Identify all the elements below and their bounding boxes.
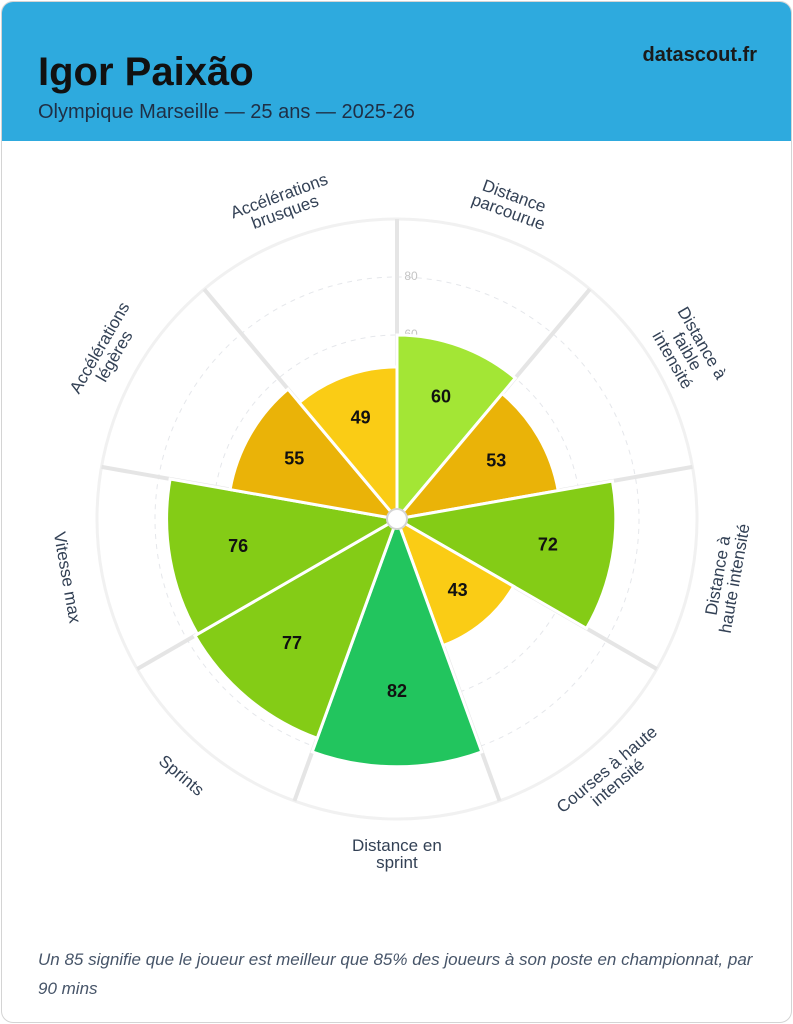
category-label: Distance en sprint <box>352 836 442 872</box>
tick-label: 80 <box>404 269 418 283</box>
slice <box>395 333 518 524</box>
slice <box>192 515 400 741</box>
slice <box>393 391 560 522</box>
value-label: 60 <box>431 387 451 407</box>
value-label: 49 <box>351 408 371 428</box>
slice <box>310 514 484 769</box>
slice <box>394 515 516 648</box>
slice <box>165 477 402 637</box>
value-label: 76 <box>228 536 248 556</box>
slice <box>392 479 618 631</box>
value-label: 72 <box>538 534 558 554</box>
slice <box>228 387 401 522</box>
title: Igor Paixão <box>38 50 254 94</box>
slice <box>297 365 399 524</box>
value-label: 53 <box>486 450 506 470</box>
value-label: 55 <box>284 448 304 468</box>
footnote: Un 85 signifie que le joueur est meilleu… <box>38 950 753 998</box>
brand: datascout.fr <box>642 44 757 66</box>
center <box>386 508 408 530</box>
header: Igor Paixão Olympique Marseille — 25 ans… <box>2 2 791 141</box>
value-label: 82 <box>387 681 407 701</box>
grid-circle <box>154 276 640 762</box>
value-label: 43 <box>448 580 468 600</box>
subtitle: Olympique Marseille — 25 ans — 2025-26 <box>38 101 415 123</box>
value-label: 77 <box>282 633 302 653</box>
